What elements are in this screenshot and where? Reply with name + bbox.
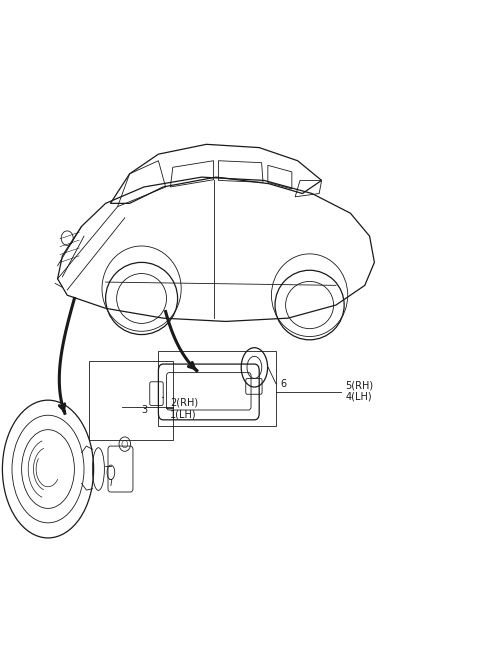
Text: 3: 3 — [142, 405, 148, 415]
Text: 1(LH): 1(LH) — [170, 409, 197, 420]
Bar — [89, 361, 173, 440]
Text: 4(LH): 4(LH) — [346, 392, 372, 402]
Text: 6: 6 — [281, 379, 287, 389]
Text: 5(RH): 5(RH) — [346, 380, 374, 390]
Bar — [158, 351, 276, 426]
Text: 2(RH): 2(RH) — [170, 398, 199, 408]
